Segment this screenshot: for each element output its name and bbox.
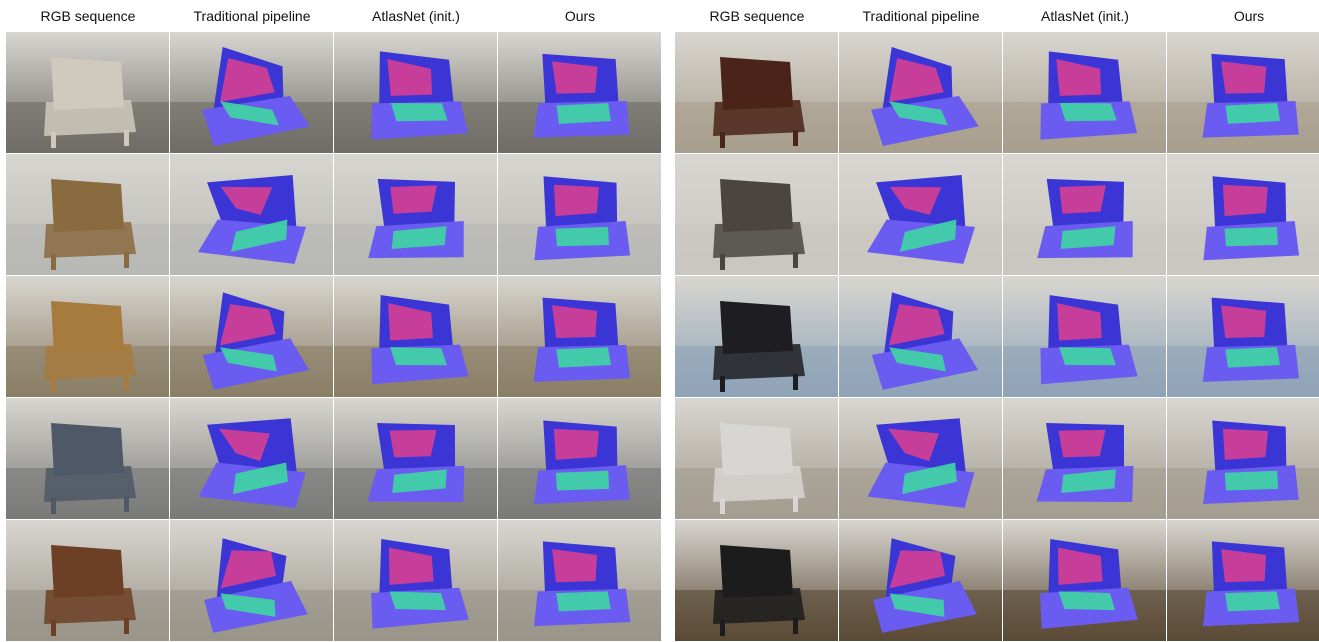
col-header-atlasnet: AtlasNet (init.) (372, 8, 460, 24)
right-thumb-r5-traditional (839, 520, 1002, 641)
left-thumb-r5-atlasnet (334, 520, 497, 641)
left-thumb-r5-traditional (170, 520, 333, 641)
col-header-ours: Ours (1233, 8, 1265, 24)
left-thumb-r4-rgb (6, 398, 169, 519)
left-thumb-r3-ours (498, 276, 661, 397)
left-thumb-r3-rgb (6, 276, 169, 397)
right-thumb-r2-traditional (839, 154, 1002, 275)
left-thumb-r1-atlasnet (334, 32, 497, 153)
right-thumb-r1-ours (1167, 32, 1319, 153)
right-thumb-r4-rgb (675, 398, 838, 519)
left-thumb-r5-ours (498, 520, 661, 641)
right-thumb-r3-atlasnet (1003, 276, 1166, 397)
right-panel: RGB sequence Traditional pipeline AtlasN… (675, 0, 1319, 642)
col-header-traditional: Traditional pipeline (193, 8, 311, 24)
right-thumb-r2-rgb (675, 154, 838, 275)
left-thumb-r1-rgb (6, 32, 169, 153)
right-thumb-r3-rgb (675, 276, 838, 397)
col-header-rgb: RGB sequence (40, 8, 136, 24)
left-thumb-r2-ours (498, 154, 661, 275)
left-thumb-r1-ours (498, 32, 661, 153)
left-thumb-r1-traditional (170, 32, 333, 153)
right-thumb-r2-atlasnet (1003, 154, 1166, 275)
left-thumb-r4-ours (498, 398, 661, 519)
right-thumb-r1-rgb (675, 32, 838, 153)
left-thumb-r2-atlasnet (334, 154, 497, 275)
left-image-grid (6, 32, 662, 642)
col-header-atlasnet: AtlasNet (init.) (1041, 8, 1129, 24)
col-header-ours: Ours (564, 8, 596, 24)
right-thumb-r1-atlasnet (1003, 32, 1166, 153)
left-panel: RGB sequence Traditional pipeline AtlasN… (6, 0, 662, 642)
right-thumb-r4-ours (1167, 398, 1319, 519)
left-header: RGB sequence Traditional pipeline AtlasN… (6, 0, 662, 32)
right-thumb-r4-traditional (839, 398, 1002, 519)
col-header-rgb: RGB sequence (709, 8, 805, 24)
right-thumb-r2-ours (1167, 154, 1319, 275)
left-thumb-r2-rgb (6, 154, 169, 275)
left-thumb-r4-traditional (170, 398, 333, 519)
right-thumb-r5-atlasnet (1003, 520, 1166, 641)
right-thumb-r5-ours (1167, 520, 1319, 641)
right-thumb-r5-rgb (675, 520, 838, 641)
right-thumb-r4-atlasnet (1003, 398, 1166, 519)
right-image-grid (675, 32, 1319, 642)
left-thumb-r2-traditional (170, 154, 333, 275)
left-thumb-r4-atlasnet (334, 398, 497, 519)
left-thumb-r3-atlasnet (334, 276, 497, 397)
left-thumb-r3-traditional (170, 276, 333, 397)
right-thumb-r3-traditional (839, 276, 1002, 397)
right-header: RGB sequence Traditional pipeline AtlasN… (675, 0, 1319, 32)
right-thumb-r1-traditional (839, 32, 1002, 153)
left-thumb-r5-rgb (6, 520, 169, 641)
col-header-traditional: Traditional pipeline (862, 8, 980, 24)
right-thumb-r3-ours (1167, 276, 1319, 397)
